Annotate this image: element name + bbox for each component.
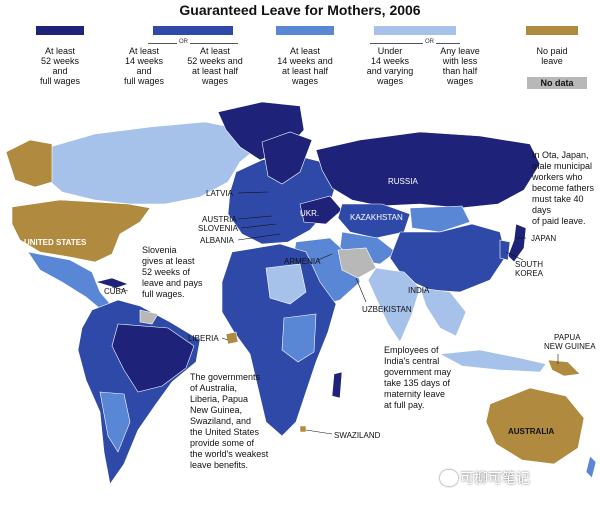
legend-or-line-2 bbox=[370, 43, 460, 44]
note-weakest: The governments of Australia, Liberia, P… bbox=[190, 372, 269, 470]
region-united-states bbox=[11, 199, 151, 263]
region-guyanas bbox=[139, 309, 159, 325]
label-armenia: ARMENIA bbox=[284, 257, 321, 266]
region-kazakhstan bbox=[337, 203, 411, 239]
label-india: INDIA bbox=[408, 286, 430, 295]
label-russia: RUSSIA bbox=[388, 177, 418, 186]
legend-or-label-1: OR bbox=[177, 39, 190, 45]
label-swaziland: SWAZILAND bbox=[334, 431, 381, 440]
label-liberia: LIBERIA bbox=[188, 334, 219, 343]
legend-text-cat2a: At least 14 weeks and full wages bbox=[123, 46, 165, 86]
label-papua-new-guinea: PAPUA NEW GUINEA bbox=[544, 333, 596, 351]
region-australia bbox=[485, 387, 585, 465]
region-ukraine bbox=[299, 195, 343, 225]
region-mongolia bbox=[409, 205, 471, 233]
region-cuba bbox=[94, 277, 129, 289]
legend-text-cat3: At least 14 weeks and at least half wage… bbox=[277, 46, 333, 86]
label-slovenia: SLOVENIA bbox=[198, 224, 239, 233]
map-title: Guaranteed Leave for Mothers, 2006 bbox=[179, 2, 421, 18]
legend-or-label-2: OR bbox=[423, 39, 436, 45]
legend-swatch-tan bbox=[526, 26, 578, 35]
region-iran bbox=[337, 247, 377, 279]
legend-text-cat5: No paid leave bbox=[536, 46, 568, 66]
region-new-zealand bbox=[585, 455, 597, 479]
label-japan: JAPAN bbox=[531, 234, 556, 243]
region-indonesia bbox=[439, 349, 547, 373]
legend-swatch-dark bbox=[36, 26, 84, 35]
region-canada bbox=[44, 121, 263, 205]
region-africa-mid bbox=[281, 313, 317, 363]
region-south-america-light bbox=[99, 391, 131, 453]
legend-text-cat4b: Any leave with less than half wages bbox=[440, 46, 480, 86]
label-south-korea: SOUTH KOREA bbox=[515, 260, 544, 278]
legend-nodata: No data bbox=[527, 77, 587, 89]
label-united-states: UNITED STATES bbox=[24, 238, 87, 247]
label-australia: AUSTRALIA bbox=[508, 427, 554, 436]
region-southeast-asia bbox=[419, 287, 467, 337]
label-cuba: CUBA bbox=[104, 287, 127, 296]
region-japan bbox=[507, 223, 527, 263]
wechat-icon bbox=[440, 470, 458, 486]
label-latvia: LATVIA bbox=[206, 189, 234, 198]
label-ukr: UKR. bbox=[300, 209, 319, 218]
world-map: RUSSIA UNITED STATES KAZAKHSTAN UKR. LAT… bbox=[5, 101, 597, 485]
note-japan: In Ota, Japan, male municipal workers wh… bbox=[532, 150, 595, 226]
legend-swatch-light bbox=[276, 26, 334, 35]
label-albania: ALBANIA bbox=[200, 236, 234, 245]
region-korea bbox=[499, 239, 511, 261]
region-russia bbox=[315, 131, 541, 209]
watermark: 可柳可笔记 bbox=[460, 470, 530, 486]
region-india bbox=[367, 267, 421, 343]
label-kazakhstan: KAZAKHSTAN bbox=[350, 213, 403, 222]
note-india: Employees of India's central government … bbox=[384, 345, 452, 410]
region-madagascar bbox=[331, 371, 343, 399]
region-brazil bbox=[111, 323, 195, 393]
region-africa bbox=[221, 243, 337, 437]
note-slovenia: Slovenia gives at least 52 weeks of leav… bbox=[142, 245, 203, 299]
legend-swatch-medium bbox=[153, 26, 233, 35]
legend-swatch-pale bbox=[374, 26, 456, 35]
label-austria: AUSTRIA bbox=[202, 215, 237, 224]
legend-text-cat1: At least 52 weeks and full wages bbox=[39, 46, 81, 86]
region-africa-light bbox=[265, 263, 307, 305]
region-papua-new-guinea bbox=[547, 359, 581, 377]
region-swaziland bbox=[299, 425, 307, 433]
legend-text-cat4a: Under 14 weeks and varying wages bbox=[366, 46, 414, 86]
legend-or-line-1 bbox=[148, 43, 238, 44]
leader-lines bbox=[111, 191, 559, 435]
region-liberia bbox=[225, 331, 239, 345]
legend-text-cat2b: At least 52 weeks and at least half wage… bbox=[187, 46, 243, 86]
region-scandinavia bbox=[261, 131, 313, 185]
region-alaska bbox=[5, 139, 53, 188]
label-uzbekistan: UZBEKISTAN bbox=[362, 305, 412, 314]
